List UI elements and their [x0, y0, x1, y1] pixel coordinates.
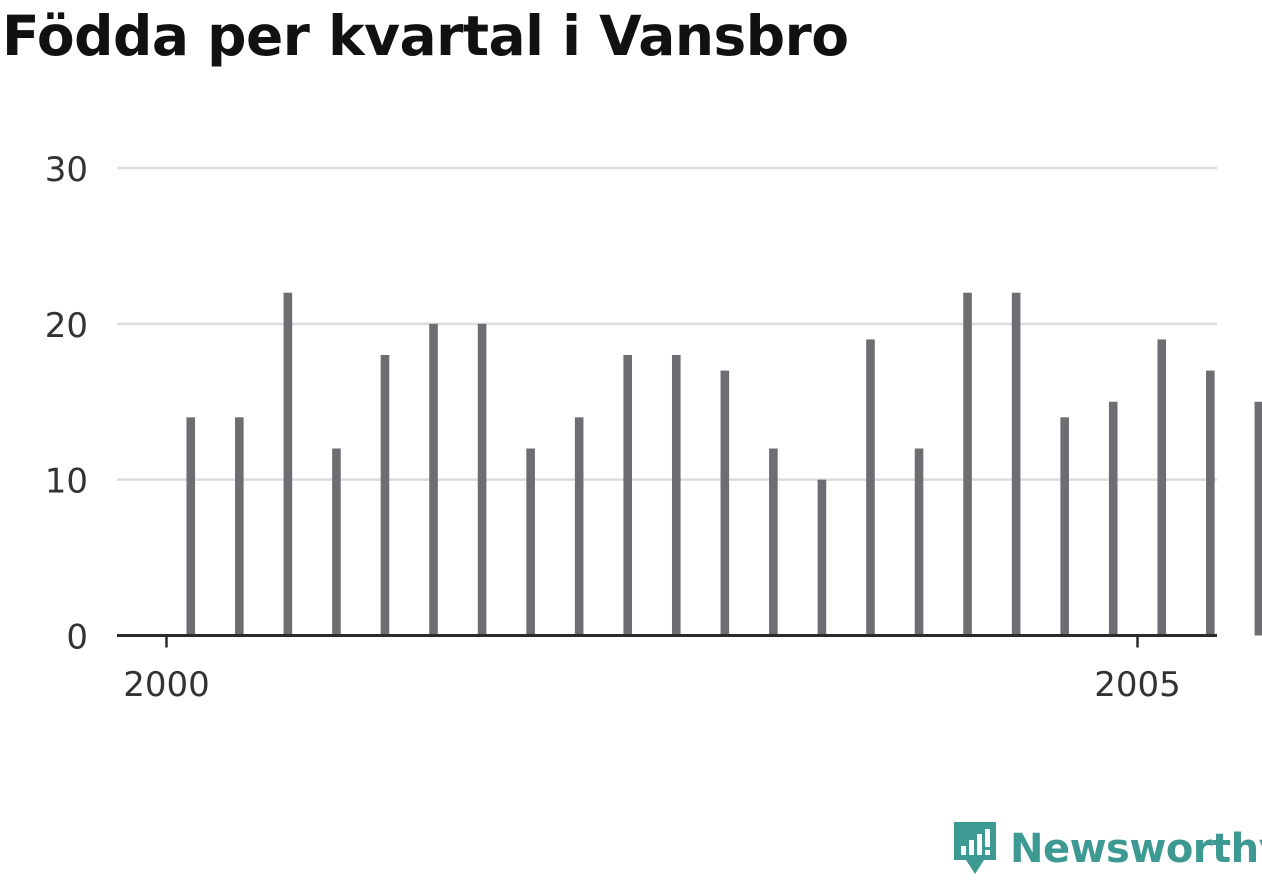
bar	[1206, 370, 1215, 636]
y-tick-label: 30	[45, 150, 88, 190]
bars	[186, 292, 1262, 636]
bar	[769, 448, 778, 636]
gridlines	[117, 166, 1217, 481]
bar	[817, 479, 827, 636]
bar	[186, 417, 196, 636]
bar	[1060, 417, 1069, 636]
bar	[963, 292, 972, 636]
bar	[380, 355, 390, 636]
bar	[429, 323, 438, 636]
bar	[914, 448, 924, 636]
bar	[623, 355, 633, 636]
bar	[235, 417, 244, 636]
bar	[720, 370, 730, 636]
bar	[283, 292, 293, 636]
bar	[1011, 292, 1021, 636]
y-tick-label: 20	[45, 306, 88, 346]
newsworthy-logo-icon	[954, 822, 996, 874]
bar	[1157, 339, 1167, 636]
bar	[671, 355, 681, 636]
y-tick-label: 0	[66, 618, 88, 658]
newsworthy-logo: Newsworthy	[950, 818, 1262, 880]
x-tick-label: 2005	[1094, 665, 1181, 705]
x-tick-label: 2000	[123, 665, 210, 705]
x-axis-ticks: 200020052010201520202025	[123, 635, 1181, 705]
bar	[574, 417, 584, 636]
brand-name: Newsworthy	[1010, 826, 1262, 872]
bar	[477, 323, 487, 636]
bar	[526, 448, 535, 636]
y-axis-ticks: 0 10 20 30	[45, 150, 88, 658]
bar	[866, 339, 875, 636]
y-tick-label: 10	[45, 462, 88, 502]
bar	[1108, 401, 1118, 636]
chart-title: Födda per kvartal i Vansbro	[2, 4, 849, 68]
bar	[332, 448, 341, 636]
bar	[1254, 401, 1262, 636]
